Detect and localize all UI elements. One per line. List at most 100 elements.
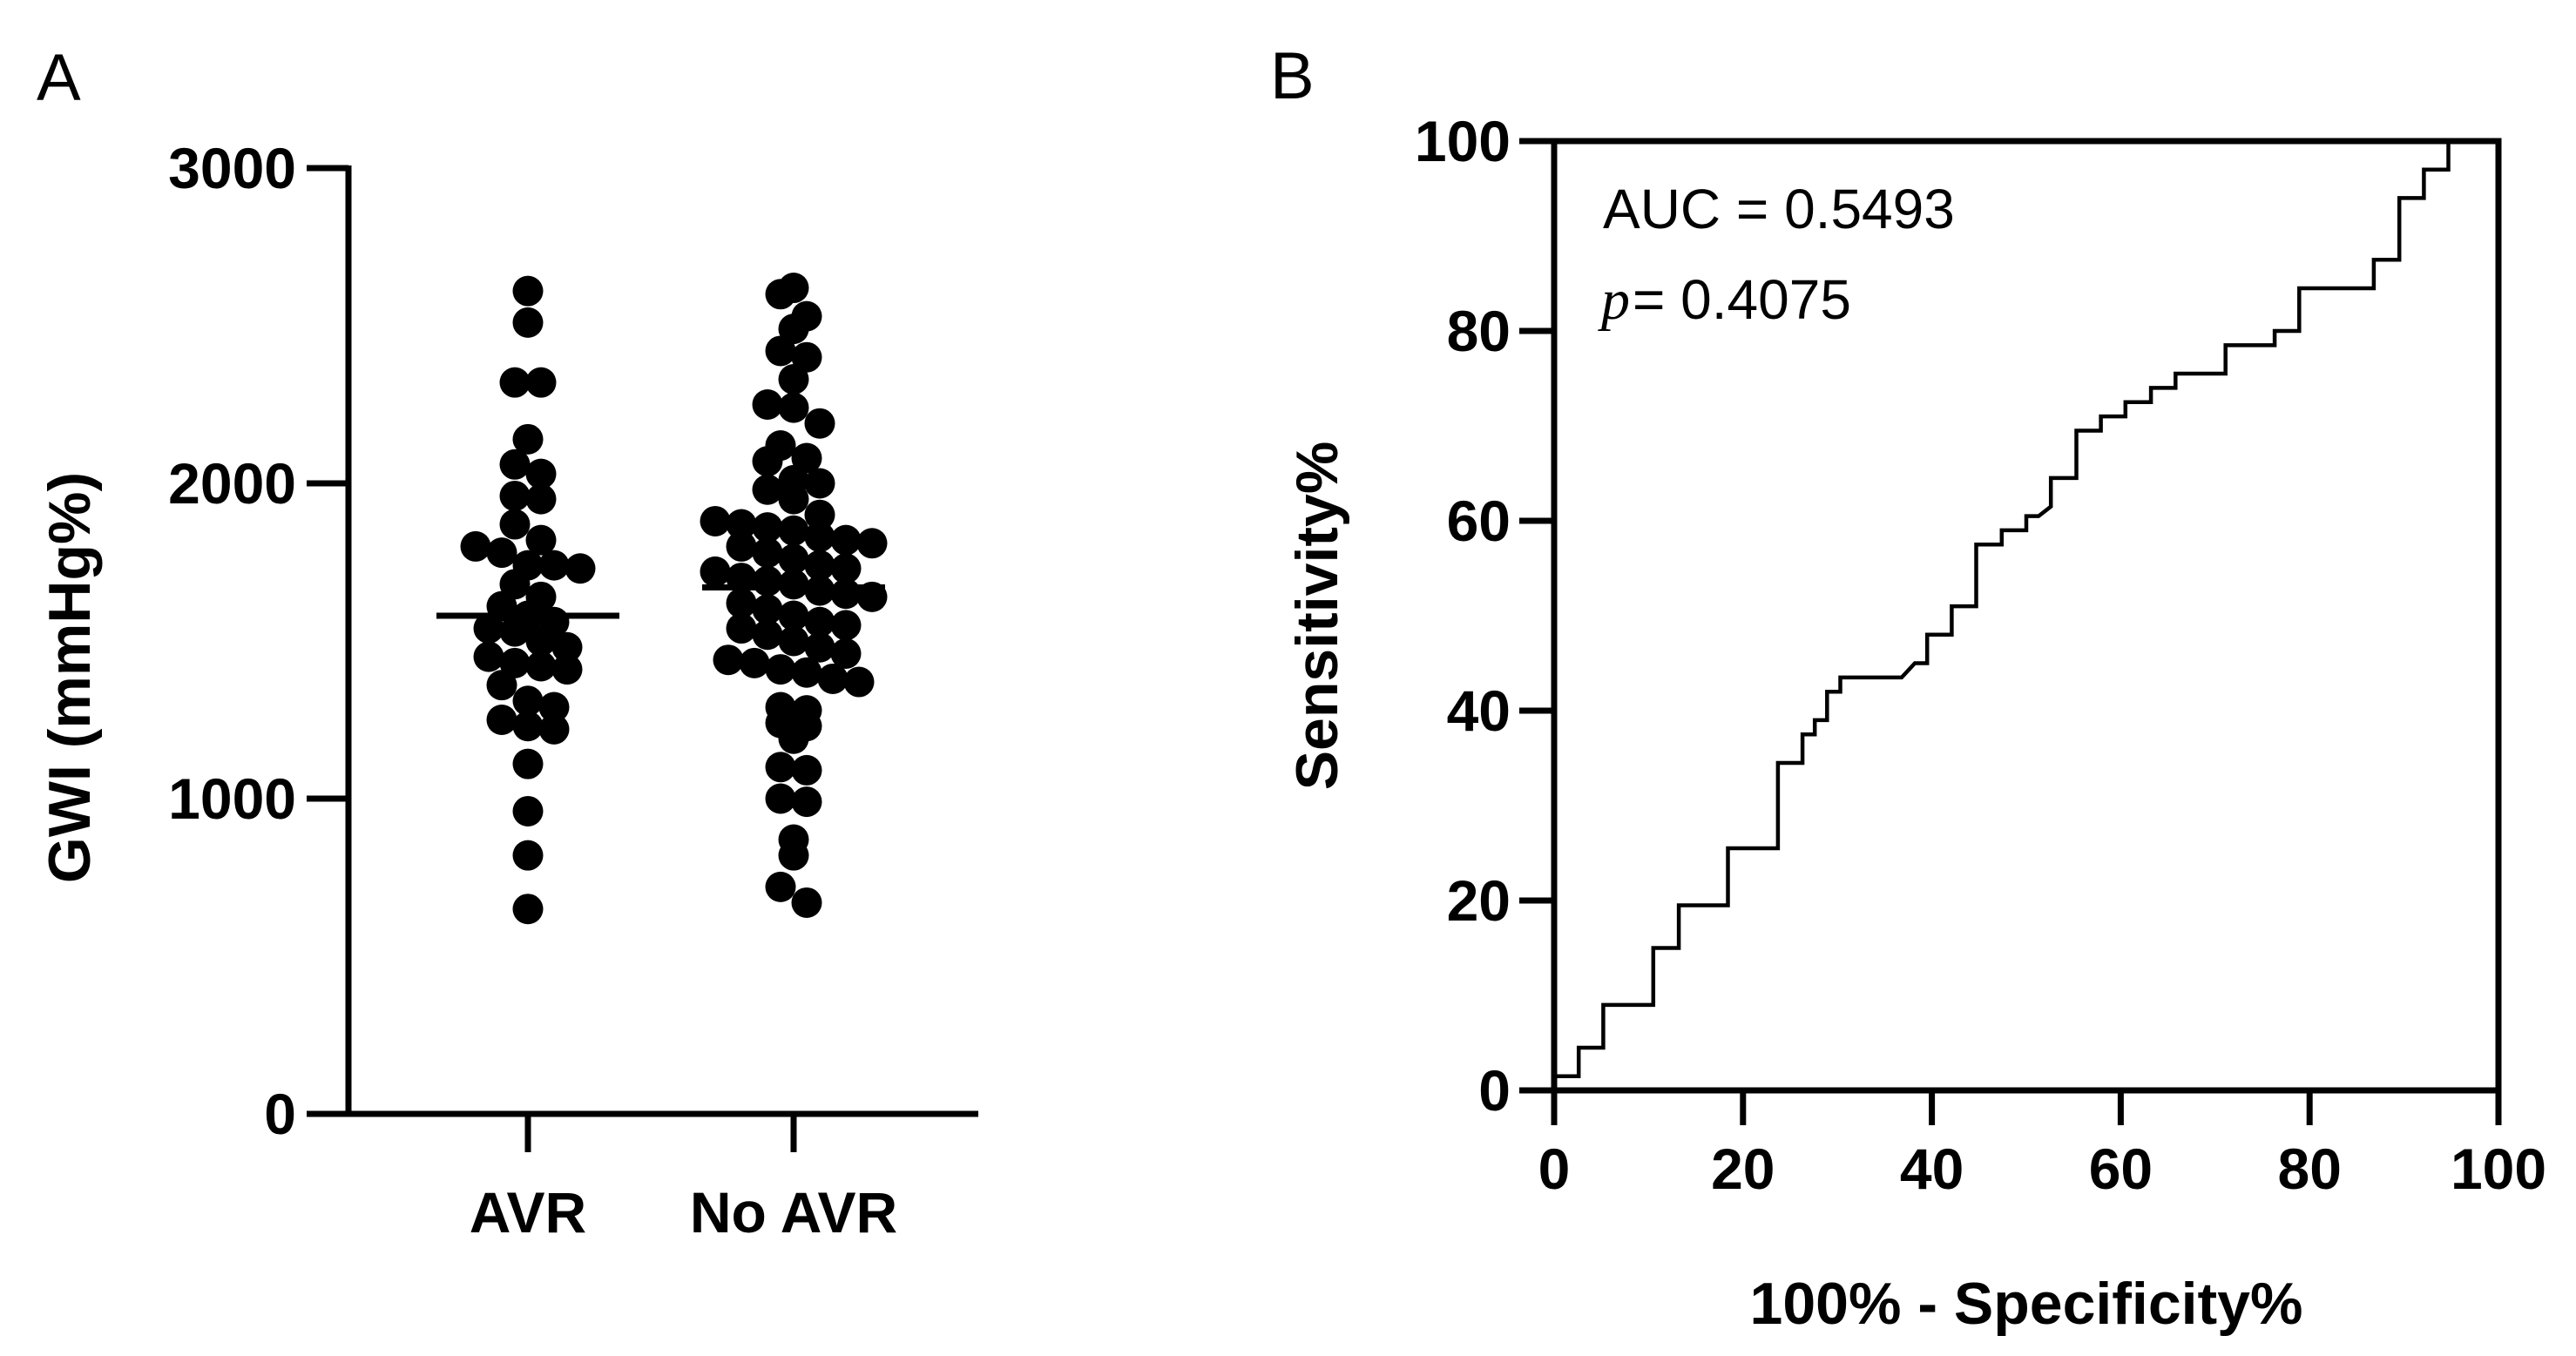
panel-b: B 0 20 40 60 80 100 0 20 40 60 80 100 AUC = 0.5493… [1270,39,2546,1337]
data-point [752,512,783,543]
data-point [752,474,783,505]
data-point [512,894,544,925]
panel-b-x-axis: 0 20 40 60 80 100 [1538,1090,2546,1201]
data-point [726,588,757,619]
panel-b-x-tick-label: 80 [2277,1137,2341,1201]
data-point [752,594,783,625]
data-point [804,522,835,553]
p-symbol: p [1598,268,1630,332]
data-point [726,509,757,540]
data-point [525,524,557,556]
panel-a-x-axis [346,1110,978,1152]
data-point [778,569,809,600]
data-point [512,275,544,307]
data-point [460,530,491,562]
panel-b-y-tick-label: 100 [1415,109,1511,173]
panel-a-y-tick-label: 0 [264,1082,296,1146]
data-point [765,752,796,783]
data-point [804,575,835,606]
panel-b-y-tick-label: 60 [1447,489,1511,553]
data-point [512,711,544,742]
data-point [804,499,835,530]
data-point [752,537,783,569]
data-point [791,887,822,918]
data-point [752,446,783,477]
data-point [512,840,544,871]
panel-b-x-tick-label: 20 [1711,1137,1775,1201]
data-point [791,754,822,786]
panel-a-y-tick-label: 3000 [168,136,296,200]
data-point [525,625,557,657]
data-point [499,647,531,678]
data-point [804,606,835,638]
data-point [804,550,835,581]
data-point [791,657,822,688]
data-point [752,565,783,597]
panel-a-data-points [460,273,888,925]
data-point [486,670,517,701]
data-point [778,600,809,631]
data-point [765,654,796,685]
data-point [713,644,744,676]
auc-annotation: AUC = 0.5493 [1603,178,1955,240]
data-point [512,685,544,717]
data-point [791,442,822,474]
data-point [551,631,583,663]
panel-a-median-lines [436,584,885,619]
data-point [778,314,809,345]
data-point [739,647,770,678]
panel-b-y-tick-label: 80 [1447,299,1511,363]
panel-b-plot-frame [1551,138,2502,1094]
data-point [778,543,809,575]
data-point [512,423,544,455]
data-point [804,468,835,499]
data-point [486,537,517,569]
data-point [765,871,796,902]
data-point [752,389,783,420]
data-point [525,367,557,398]
panel-b-y-axis: 0 20 40 60 80 100 [1415,109,1554,1123]
data-point [499,480,531,511]
data-point [512,795,544,826]
data-point [778,723,809,754]
panel-b-x-axis-title: 100% - Specificity% [1750,1271,2303,1337]
data-point [778,840,809,871]
data-point [551,654,583,685]
data-point [778,625,809,657]
data-point [525,651,557,682]
data-point [830,553,862,584]
data-point [700,556,731,587]
data-point [538,691,570,723]
panel-b-x-tick-label: 0 [1538,1137,1571,1201]
panel-a-letter: A [37,41,81,115]
panel-a-x-tick-avr: AVR [470,1180,586,1245]
panel-b-letter: B [1270,39,1315,113]
data-point [486,705,517,735]
data-point [473,613,504,644]
panel-a: A 0 1000 2000 3000 AVR No AVR GWI (mmHg%) [37,41,978,1245]
data-point [752,619,783,651]
panel-b-y-tick-label: 0 [1478,1058,1511,1123]
panel-b-x-tick-label: 60 [2089,1137,2153,1201]
data-point [778,392,809,423]
data-point [843,666,875,698]
data-point [726,613,757,644]
panel-b-y-tick-label: 20 [1447,868,1511,933]
data-point [778,483,809,515]
data-point [473,641,504,672]
panel-b-y-tick-label: 40 [1447,678,1511,743]
data-point [512,307,544,338]
data-point [765,279,796,310]
data-point [830,638,862,669]
panel-a-y-tick-label: 1000 [168,766,296,831]
data-point [525,458,557,489]
data-point [538,713,570,745]
panel-b-x-tick-label: 100 [2451,1137,2546,1201]
data-point [804,631,835,663]
panel-a-y-axis: 0 1000 2000 3000 [168,136,352,1146]
data-point [791,786,822,818]
data-point [778,515,809,546]
data-point [538,550,570,581]
data-point [778,364,809,395]
